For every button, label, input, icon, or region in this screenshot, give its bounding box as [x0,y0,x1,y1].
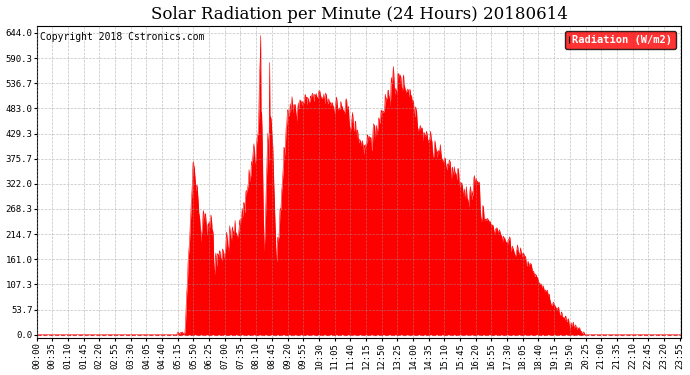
Legend: Radiation (W/m2): Radiation (W/m2) [564,31,676,49]
Title: Solar Radiation per Minute (24 Hours) 20180614: Solar Radiation per Minute (24 Hours) 20… [150,6,567,22]
Text: Copyright 2018 Cstronics.com: Copyright 2018 Cstronics.com [40,32,204,42]
